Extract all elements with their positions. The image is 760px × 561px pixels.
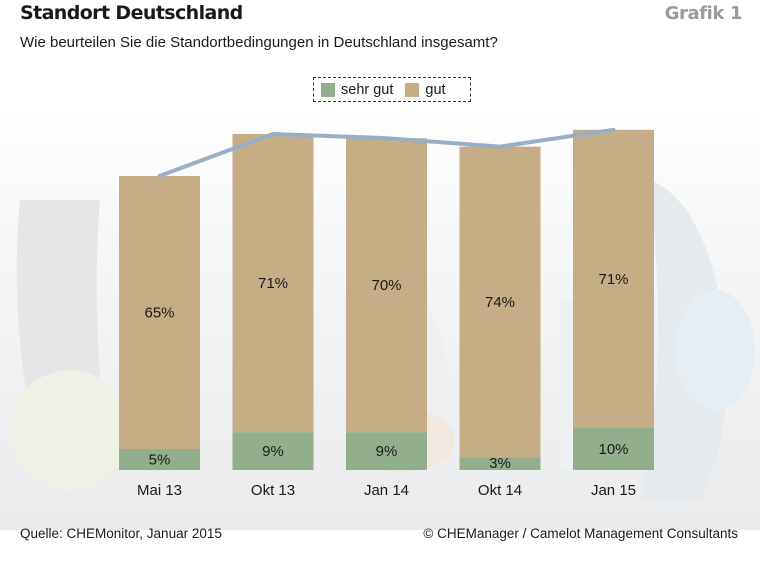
x-tick-label-0: Mai 13 — [137, 482, 182, 499]
bar-gut-3 — [459, 146, 541, 458]
data-label-sehr-gut-3: 3% — [489, 455, 511, 472]
bar-sehr-gut-0 — [119, 449, 200, 470]
data-label-sehr-gut-1: 9% — [262, 443, 284, 460]
data-label-gut-2: 70% — [371, 277, 401, 294]
data-label-gut-0: 65% — [144, 305, 174, 322]
legend-swatch-gut — [405, 82, 420, 97]
copyright-note: © CHEManager / Camelot Management Consul… — [423, 526, 738, 541]
data-label-sehr-gut-4: 10% — [598, 441, 628, 458]
bar-sehr-gut-2 — [346, 432, 427, 470]
chart-subtitle: Wie beurteilen Sie die Standortbedingung… — [20, 34, 498, 51]
chart-legend: sehr gut gut — [313, 77, 471, 102]
data-label-gut-4: 71% — [598, 271, 628, 288]
data-label-gut-1: 71% — [258, 275, 288, 292]
legend-swatch-sehr-gut — [321, 82, 335, 97]
chart-title: Standort Deutschland — [20, 2, 243, 24]
bar-gut-0 — [119, 176, 200, 449]
figure-label: Grafik 1 — [664, 3, 743, 24]
source-note: Quelle: CHEMonitor, Januar 2015 — [20, 526, 222, 541]
trend-line — [157, 127, 616, 178]
bar-sehr-gut-4 — [573, 428, 654, 470]
x-tick-label-2: Jan 14 — [364, 482, 409, 499]
data-label-sehr-gut-0: 5% — [149, 452, 171, 469]
data-label-sehr-gut-2: 9% — [376, 443, 398, 460]
bar-gut-4 — [573, 129, 654, 429]
legend-label-sehr-gut: sehr gut — [341, 81, 394, 98]
bar-gut-1 — [232, 134, 314, 433]
bar-sehr-gut-1 — [232, 432, 314, 470]
bar-gut-2 — [346, 138, 427, 433]
x-tick-label-3: Okt 14 — [478, 482, 522, 499]
data-label-gut-3: 74% — [485, 294, 515, 311]
x-tick-label-1: Okt 13 — [251, 482, 295, 499]
bar-sehr-gut-3 — [459, 457, 541, 470]
legend-label-gut: gut — [425, 81, 446, 98]
x-tick-label-4: Jan 15 — [591, 482, 636, 499]
